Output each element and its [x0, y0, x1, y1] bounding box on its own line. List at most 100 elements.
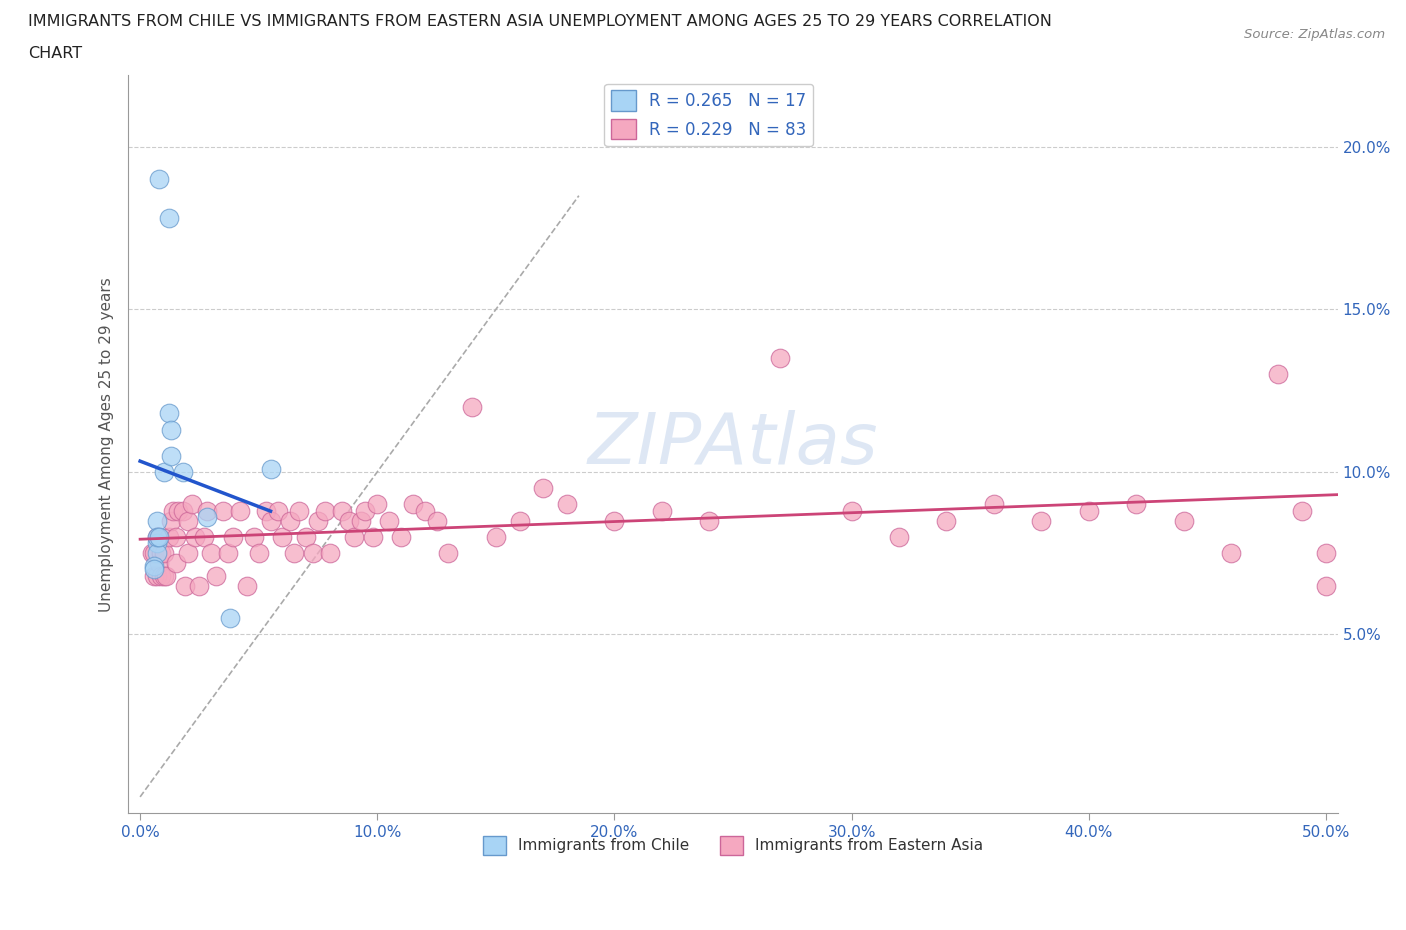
Point — [145, 529, 167, 544]
Point — [461, 400, 484, 415]
Point — [219, 611, 242, 626]
Point — [217, 546, 239, 561]
Point — [769, 351, 792, 365]
Point — [221, 529, 243, 544]
Point — [841, 503, 863, 518]
Point — [288, 503, 311, 518]
Point — [212, 503, 235, 518]
Point — [1173, 513, 1195, 528]
Y-axis label: Unemployment Among Ages 25 to 29 years: Unemployment Among Ages 25 to 29 years — [100, 277, 114, 612]
Point — [160, 422, 183, 437]
Point — [193, 529, 215, 544]
Point — [555, 497, 578, 512]
Point — [141, 546, 163, 561]
Point — [153, 464, 176, 479]
Point — [145, 529, 167, 544]
Point — [437, 546, 460, 561]
Point — [205, 568, 228, 583]
Point — [145, 536, 167, 551]
Point — [155, 568, 177, 583]
Point — [1031, 513, 1053, 528]
Point — [183, 529, 205, 544]
Point — [314, 503, 336, 518]
Point — [143, 568, 166, 583]
Point — [361, 529, 384, 544]
Point — [259, 461, 281, 476]
Point — [236, 578, 259, 593]
Point — [887, 529, 910, 544]
Point — [148, 555, 170, 570]
Point — [157, 406, 180, 421]
Point — [195, 503, 218, 518]
Point — [651, 503, 673, 518]
Point — [145, 568, 167, 583]
Point — [254, 503, 277, 518]
Point — [165, 529, 187, 544]
Point — [271, 529, 294, 544]
Point — [337, 513, 360, 528]
Point — [389, 529, 412, 544]
Point — [425, 513, 447, 528]
Point — [378, 513, 401, 528]
Point — [295, 529, 318, 544]
Point — [603, 513, 626, 528]
Point — [148, 172, 170, 187]
Point — [319, 546, 342, 561]
Point — [181, 497, 204, 512]
Point — [143, 562, 166, 577]
Point — [302, 546, 325, 561]
Point — [176, 546, 198, 561]
Point — [160, 448, 183, 463]
Point — [195, 510, 218, 525]
Point — [247, 546, 270, 561]
Point — [160, 513, 183, 528]
Point — [1315, 578, 1337, 593]
Point — [145, 546, 167, 561]
Point — [157, 211, 180, 226]
Text: CHART: CHART — [28, 46, 82, 61]
Point — [243, 529, 266, 544]
Point — [145, 513, 167, 528]
Point — [148, 529, 170, 544]
Point — [172, 464, 194, 479]
Point — [1291, 503, 1313, 518]
Point — [354, 503, 377, 518]
Point — [531, 481, 554, 496]
Point — [935, 513, 957, 528]
Point — [143, 546, 166, 561]
Point — [413, 503, 436, 518]
Point — [509, 513, 531, 528]
Point — [174, 578, 197, 593]
Point — [1077, 503, 1099, 518]
Point — [1220, 546, 1243, 561]
Point — [162, 503, 184, 518]
Point — [176, 513, 198, 528]
Point — [983, 497, 1005, 512]
Point — [342, 529, 364, 544]
Point — [228, 503, 250, 518]
Point — [165, 555, 187, 570]
Point — [350, 513, 373, 528]
Point — [172, 503, 194, 518]
Point — [143, 559, 166, 574]
Text: IMMIGRANTS FROM CHILE VS IMMIGRANTS FROM EASTERN ASIA UNEMPLOYMENT AMONG AGES 25: IMMIGRANTS FROM CHILE VS IMMIGRANTS FROM… — [28, 14, 1052, 29]
Point — [485, 529, 508, 544]
Legend: Immigrants from Chile, Immigrants from Eastern Asia: Immigrants from Chile, Immigrants from E… — [477, 830, 990, 861]
Point — [266, 503, 288, 518]
Point — [150, 546, 173, 561]
Point — [153, 546, 176, 561]
Point — [283, 546, 305, 561]
Point — [307, 513, 329, 528]
Point — [200, 546, 222, 561]
Point — [1315, 546, 1337, 561]
Point — [278, 513, 301, 528]
Point — [188, 578, 211, 593]
Point — [366, 497, 388, 512]
Point — [330, 503, 353, 518]
Point — [697, 513, 720, 528]
Point — [402, 497, 425, 512]
Text: Source: ZipAtlas.com: Source: ZipAtlas.com — [1244, 28, 1385, 41]
Point — [153, 568, 176, 583]
Point — [259, 513, 281, 528]
Point — [148, 529, 170, 544]
